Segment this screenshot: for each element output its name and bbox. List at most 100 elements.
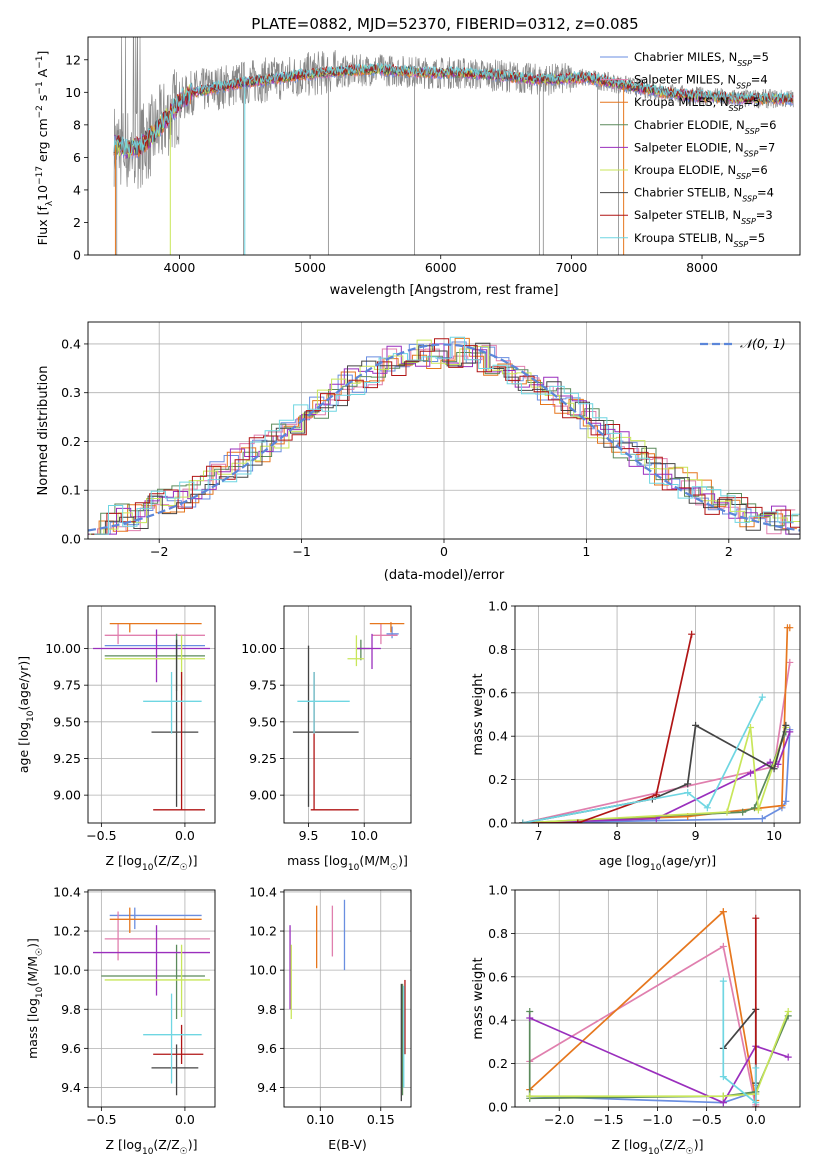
x-tick-label: 0 <box>440 544 448 559</box>
panel-spectrum: 4000 5000 6000 7000 8000 0 2 4 6 8 10 12 wavelength … <box>35 36 801 298</box>
axes-frame <box>87 605 216 824</box>
x-tick-label: 0.0 <box>175 1112 195 1127</box>
grid <box>88 606 215 823</box>
legend-entry: Salpeter STELIB, NSSP=3 <box>634 208 773 226</box>
y-tick-label: 10.00 <box>241 641 277 656</box>
x-tick-label: 0.10 <box>306 1112 334 1127</box>
weight-marker <box>519 819 527 823</box>
weight-marker <box>692 721 700 729</box>
x-axis-label: Z [log10(Z/Z☉)] <box>612 1137 704 1157</box>
weight-marker <box>703 804 711 812</box>
weight-marker <box>526 1092 534 1100</box>
y-axis-label: mass [log10(M/M☉)] <box>25 938 45 1059</box>
y-tick-label: 9.6 <box>257 1041 277 1056</box>
y-tick-label: 0.1 <box>61 483 81 498</box>
panel-mass_vs_ebv: 0.10 0.15 9.4 9.6 9.8 10.0 10.2 10.4 E(B-V) <box>249 884 412 1152</box>
residual-histogram <box>88 341 794 535</box>
weight-marker <box>719 977 727 985</box>
weight-marker <box>766 758 774 766</box>
y-tick-label: 0.2 <box>488 1056 508 1071</box>
legend-entry: Chabrier ELODIE, NSSP=6 <box>634 118 776 136</box>
x-axis-label: E(B-V) <box>328 1137 367 1152</box>
figure-title: PLATE=0882, MJD=52370, FIBERID=0312, z=0… <box>251 15 638 33</box>
y-tick-label: 10.2 <box>249 924 277 939</box>
residual-histogram <box>91 342 800 535</box>
weight-marker <box>786 658 794 666</box>
y-tick-label: 0.3 <box>61 385 81 400</box>
x-tick-label: 6000 <box>425 260 457 275</box>
grid <box>284 890 411 1107</box>
axes-frame <box>514 605 801 824</box>
legend-entry: Kroupa MILES, NSSP=5 <box>634 95 760 113</box>
x-tick-label: −0.5 <box>691 1112 721 1127</box>
y-axis-label: mass weight <box>471 673 486 755</box>
axes-frame <box>87 36 801 256</box>
y-tick-label: 2 <box>73 215 81 230</box>
x-axis-label: (data-model)/error <box>384 568 505 583</box>
x-tick-label: 2 <box>725 544 733 559</box>
axes-frame <box>87 889 216 1108</box>
weight-marker <box>526 1008 534 1016</box>
y-tick-label: 10.0 <box>53 963 81 978</box>
y-tick-label: 1.0 <box>488 883 508 898</box>
weight-marker <box>758 815 766 823</box>
weight-marker <box>770 765 778 773</box>
y-tick-label: 0 <box>73 248 81 263</box>
y-tick-label: 0.2 <box>488 772 508 787</box>
y-tick-label: 0.6 <box>488 685 508 700</box>
weight-marker <box>754 806 762 814</box>
legend: Chabrier MILES, NSSP=5 Salpeter MILES, NS… <box>600 50 776 248</box>
weight-line <box>522 731 791 823</box>
weight-marker <box>574 819 582 823</box>
y-tick-label: 10.4 <box>249 884 277 899</box>
y-tick-label: 9.75 <box>249 678 277 693</box>
legend-entry: Kroupa STELIB, NSSP=5 <box>634 231 765 249</box>
axes-frame <box>87 321 801 540</box>
weight-marker <box>723 808 731 816</box>
legend-entry: Kroupa ELODIE, NSSP=6 <box>634 163 768 181</box>
x-tick-label: −2.0 <box>544 1112 574 1127</box>
weight-marker <box>758 693 766 701</box>
x-tick-label: 0.0 <box>746 1112 766 1127</box>
y-tick-label: 9.25 <box>53 751 81 766</box>
plot-area <box>88 336 800 535</box>
residual-histogram <box>92 338 800 535</box>
y-tick-label: 0.6 <box>488 969 508 984</box>
weight-marker <box>782 721 790 729</box>
x-tick-label: 9 <box>692 828 700 843</box>
x-axis-label: age [log10(age/yr)] <box>599 853 716 873</box>
weight-line <box>522 696 764 823</box>
weight-marker <box>688 630 696 638</box>
legend-entry: Salpeter MILES, NSSP=4 <box>634 73 768 91</box>
x-tick-label: −0.5 <box>86 828 116 843</box>
weight-marker <box>684 780 692 788</box>
plot-area <box>519 624 794 823</box>
weight-marker <box>747 769 755 777</box>
y-tick-label: 12 <box>65 52 81 67</box>
x-axis-label: wavelength [Angstrom, rest frame] <box>330 283 559 298</box>
x-axis-label: Z [log10(Z/Z☉)] <box>106 853 198 873</box>
weight-marker <box>782 797 790 805</box>
weight-marker <box>784 1053 792 1061</box>
plot-area <box>292 622 405 811</box>
y-tick-label: 0.4 <box>61 336 81 351</box>
x-tick-label: −1.0 <box>642 1112 672 1127</box>
x-tick-label: 0.0 <box>175 828 195 843</box>
weight-marker <box>752 1064 760 1072</box>
weight-marker <box>752 914 760 922</box>
plot-area <box>93 622 210 811</box>
weight-marker <box>786 728 794 736</box>
weight-line <box>522 634 693 823</box>
x-axis-label: mass [log10(M/M☉)] <box>287 853 408 873</box>
residual-histogram <box>88 344 796 535</box>
x-axis-label: Z [log10(Z/Z☉)] <box>106 1137 198 1157</box>
panel-weight_vs_Z: −2.0 −1.5 −1.0 −0.5 0.0 0.0 0.2 0.4 0.6 0.8 1.0 Z [… <box>471 883 801 1157</box>
y-tick-label: 9.4 <box>257 1080 277 1095</box>
y-tick-label: 0.0 <box>488 816 508 831</box>
y-tick-label: 1.0 <box>488 599 508 614</box>
x-tick-label: 8 <box>613 828 621 843</box>
x-tick-label: 1 <box>582 544 590 559</box>
plot-area <box>289 899 406 1102</box>
x-tick-label: 7000 <box>555 260 587 275</box>
x-tick-label: 7 <box>535 828 543 843</box>
